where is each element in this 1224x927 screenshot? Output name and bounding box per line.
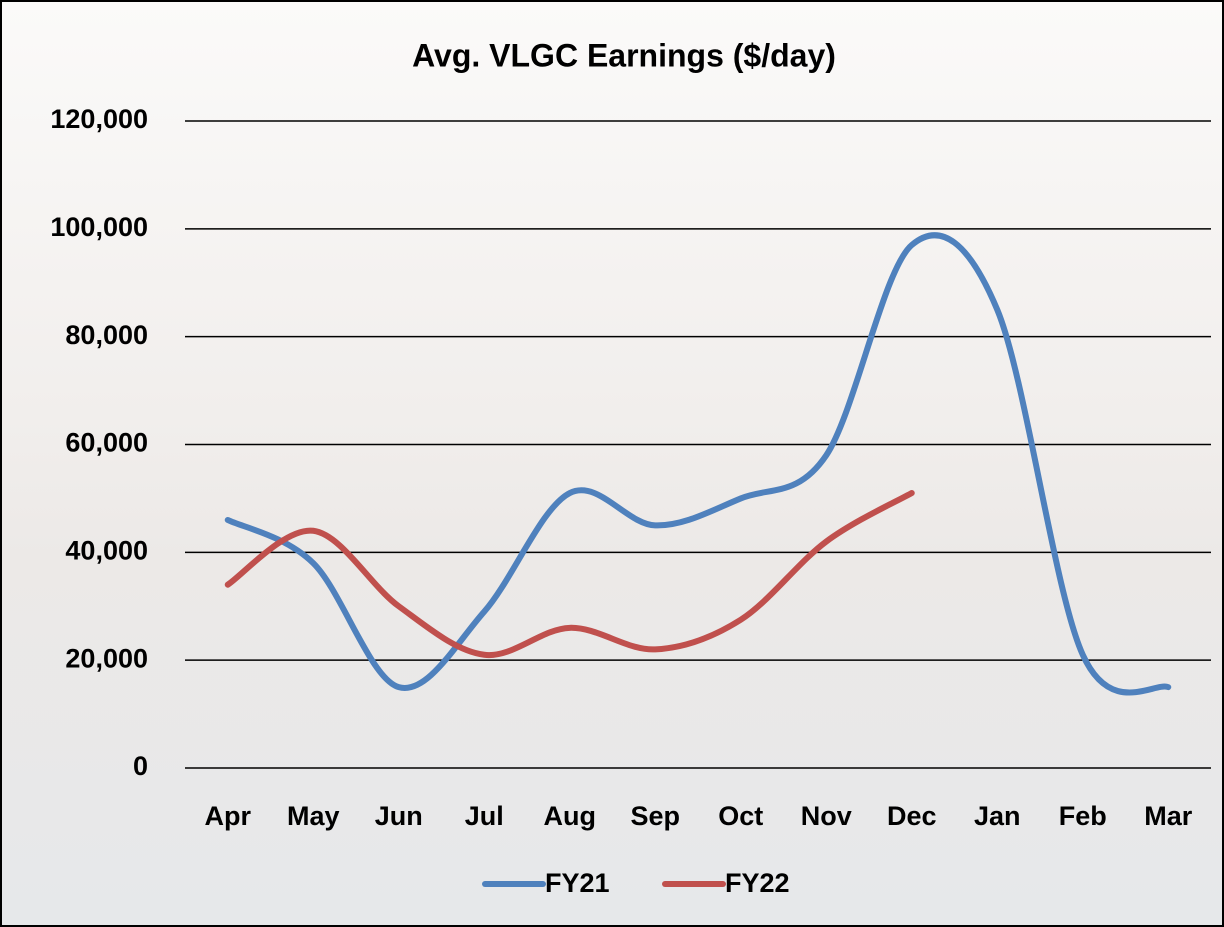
legend-label: FY21 [545, 868, 610, 898]
y-tick-label: 20,000 [65, 643, 148, 673]
y-tick-label: 40,000 [65, 535, 148, 565]
x-tick-label: Dec [887, 801, 937, 831]
y-tick-label: 60,000 [65, 428, 148, 458]
y-tick-label: 120,000 [50, 104, 148, 134]
x-tick-label: Apr [205, 801, 252, 831]
x-tick-label: Jul [465, 801, 504, 831]
x-tick-label: Oct [718, 801, 763, 831]
x-tick-label: Nov [801, 801, 852, 831]
x-tick-label: Jun [375, 801, 423, 831]
x-tick-label: Feb [1059, 801, 1107, 831]
legend-label: FY22 [725, 868, 790, 898]
y-tick-label: 100,000 [50, 212, 148, 242]
chart: Avg. VLGC Earnings ($/day) 0 20,000 40,000… [0, 0, 1224, 927]
background [1, 1, 1223, 926]
x-tick-label: Aug [544, 801, 596, 831]
x-tick-label: Jan [974, 801, 1021, 831]
chart-title: Avg. VLGC Earnings ($/day) [412, 37, 836, 73]
x-tick-label: May [287, 801, 340, 831]
x-tick-label: Mar [1144, 801, 1193, 831]
x-tick-label: Sep [630, 801, 680, 831]
y-tick-label: 0 [133, 751, 148, 781]
y-tick-label: 80,000 [65, 320, 148, 350]
